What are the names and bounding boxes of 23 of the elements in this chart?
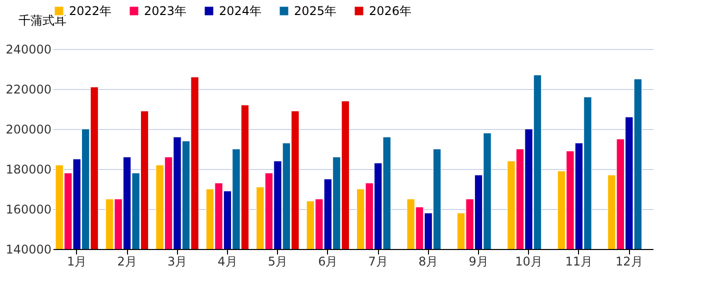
y-tick-label: 220000 [6, 82, 52, 96]
x-tick-label: 11月 [565, 254, 593, 268]
legend-label: 2022年 [69, 4, 112, 18]
x-tick-label: 1月 [67, 254, 87, 268]
x-tick-label: 2月 [117, 254, 137, 268]
x-tick-label: 3月 [167, 254, 188, 268]
legend-label: 2025年 [294, 4, 337, 18]
x-tick-label: 4月 [218, 254, 238, 268]
y-tick-label: 240000 [6, 42, 52, 56]
y-tick-label: 140000 [6, 242, 52, 256]
legend-label: 2023年 [144, 4, 187, 18]
legend-label: 2024年 [219, 4, 262, 18]
x-tick-label: 6月 [318, 254, 338, 268]
y-tick-label: 160000 [6, 202, 52, 216]
legend-label: 2026年 [369, 4, 412, 18]
x-tick-label: 7月 [368, 254, 388, 268]
x-tick-label: 8月 [418, 254, 438, 268]
x-tick-label: 5月 [268, 254, 288, 268]
y-tick-label: 180000 [6, 162, 52, 176]
x-tick-label: 9月 [468, 254, 488, 268]
y-tick-label: 200000 [6, 122, 52, 136]
x-tick-label: 10月 [515, 254, 542, 268]
x-tick-label: 12月 [616, 254, 643, 268]
